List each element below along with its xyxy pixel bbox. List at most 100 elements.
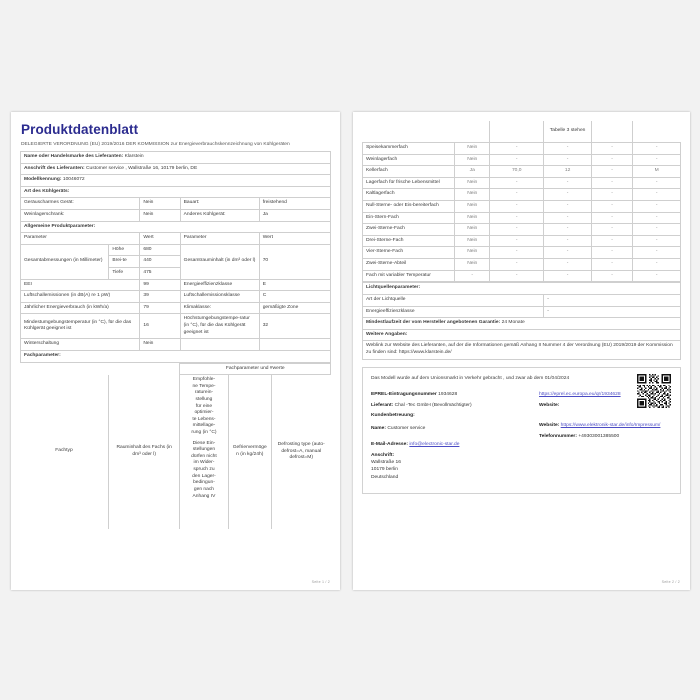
- page-footer-2: Seite 2 / 2: [661, 580, 680, 584]
- table-row: Ein-Stern-Fach Nein - - - -: [361, 211, 681, 225]
- compartment-present: Nein: [454, 188, 491, 202]
- supplier-table: Name oder Handelsmarke des Lieferanten: …: [19, 150, 332, 363]
- row-label-2: [179, 338, 260, 351]
- supplier-name-cell: Name oder Handelsmarke des Lieferanten: …: [20, 150, 331, 164]
- table-row: Brei-te 440: [21, 255, 331, 269]
- website-label-1: Website:: [539, 402, 560, 408]
- address-line-3: Deutschland: [371, 474, 399, 480]
- address-heading: Anschrift:: [371, 452, 395, 458]
- row-label-2: Höchstumgebungstempe-ratur (in °C), für …: [179, 313, 260, 340]
- eprel-value: 1934628: [438, 392, 458, 398]
- compartment-volume: -: [489, 142, 545, 155]
- website-value-2[interactable]: https://www.elektronik-star.de/info/Impr…: [560, 423, 661, 429]
- dimension-depth-value: 475: [139, 267, 181, 280]
- compartment-present: Nein: [454, 200, 491, 213]
- compartment-group-header: Fachparameter und #werte: [179, 362, 331, 376]
- row-label: Winterschaltung: [19, 338, 141, 351]
- table-row: Kellerfach Ja 70,0 12 - M: [361, 165, 681, 178]
- support-name-value: Customer service: [387, 425, 426, 431]
- warranty-label: Mindestlaufzeit der vom Hersteller angeb…: [366, 320, 501, 326]
- compartment-present: Nein: [454, 153, 491, 167]
- table-row: Zwei-Sterne-Fach Nein - - - -: [361, 223, 681, 236]
- row-label: Weinlagerschrank:: [19, 209, 141, 222]
- compartment-temp: -: [543, 246, 592, 260]
- compartments-table: Tabelle 3 stehen Speisekammerfach Nein -…: [361, 121, 681, 283]
- compartment-name: Vier-Sterne-Fach: [361, 246, 456, 260]
- compartment-volume: -: [489, 223, 545, 236]
- eprel-row: EPREL-Eintragungsnummer 1934628: [371, 391, 539, 398]
- table-row: Drei-Sterne-Fach Nein - - - -: [361, 234, 681, 248]
- support-email-value[interactable]: info@electronic-star.de: [409, 441, 460, 447]
- compartment-name: Zwei-Sterne-Fach: [361, 223, 456, 236]
- table-row: Speisekammerfach Nein - - - -: [361, 142, 681, 155]
- website-row-2: Website: https://www.elektronik-star.de/…: [539, 422, 672, 429]
- supplier-row: Lieferant: Chal -Tec GmbH (Bevollmächtig…: [371, 402, 539, 409]
- dimension-height-label: Höhe: [108, 243, 141, 257]
- compartment-temp: -: [543, 223, 592, 236]
- compartment-freezing: -: [590, 153, 634, 167]
- phone-label: Telefonnummer:: [539, 434, 577, 439]
- compartment-freezing: -: [590, 200, 634, 213]
- table-row: Zwei-Sterne-Abteil Nein - - - -: [361, 258, 681, 271]
- compartment-params-table: Fachparameter und #werte Fachtyp Rauminh…: [20, 362, 331, 529]
- compartment-defrost: -: [632, 211, 681, 225]
- weblink-url[interactable]: https://www.klarstein.de/: [398, 349, 452, 355]
- general-params-heading: Allgemeine Produktparameter:: [20, 220, 331, 234]
- row-label-2: Anderes Kühlgerät:: [179, 209, 260, 222]
- col-header-value-2: Wert: [258, 232, 332, 245]
- compartment-present: Ja: [454, 165, 491, 178]
- website-row-1: Website:: [539, 402, 672, 409]
- compartment-defrost: M: [632, 165, 681, 178]
- light-source-table: Lichtquellenparameter: Art der Lichtquel…: [361, 282, 681, 360]
- compartment-name: Kaltlagerfach: [361, 188, 456, 202]
- row-value-2: E: [258, 278, 332, 292]
- compartment-freezing: -: [590, 223, 634, 236]
- row-value: Nein: [139, 338, 181, 351]
- compartment-temp: -: [543, 234, 592, 248]
- regulation-subtitle: DELEGIERTE VERORDNUNG (EU) 2019/2016 DER…: [21, 141, 290, 147]
- market-intro-text: Das Modell wurde auf dem Unionsmarkt in …: [371, 375, 570, 381]
- compartment-defrost: -: [632, 246, 681, 260]
- support-address-block: Anschrift: Wallstraße 16 10179 berlin De…: [371, 452, 539, 481]
- row-value-2: 32: [258, 313, 332, 340]
- compartment-temp: -: [543, 153, 592, 167]
- compartment-freezing: -: [590, 165, 634, 178]
- col-header-freezing-capacity: Gefriervermögen (in kg/24h): [227, 374, 272, 529]
- compartment-temp: -: [543, 188, 592, 202]
- col-header-temp-setting: Empfohle- ne Tempe- raturein- stellung f…: [179, 374, 229, 529]
- address-line-2: 10179 berlin: [371, 467, 398, 473]
- row-value-2: gemäßigte Zone: [258, 301, 332, 315]
- support-name-label: Name:: [371, 425, 386, 431]
- eprel-url[interactable]: https://eprel.ec.europa.eu/qr/1934628: [539, 392, 621, 398]
- table-header-row: Fachparameter und #werte: [20, 362, 331, 376]
- table-row: Mindestlaufzeit der vom Hersteller angeb…: [362, 317, 681, 330]
- compartment-name: Kellerfach: [361, 165, 456, 178]
- compartment-name: Drei-Sterne-Fach: [361, 234, 456, 248]
- table-row: Anschrift des Lieferanten: Customer serv…: [20, 162, 331, 176]
- compartment-defrost: -: [632, 176, 681, 190]
- supplier-label: Lieferant:: [371, 402, 394, 408]
- dimensions-label: Gesamtabmessungen (in Millimeter): [19, 243, 110, 280]
- compartment-volume: -: [489, 258, 545, 271]
- row-value: Nein: [139, 197, 181, 210]
- page-footer-1: Seite 1 / 2: [311, 580, 330, 584]
- row-value-2: Ja: [258, 209, 332, 222]
- table-row: Modellkennung: 10046072: [20, 174, 331, 187]
- compartment-defrost: -: [632, 258, 681, 271]
- compartment-freezing: -: [590, 176, 634, 190]
- table-row: Jährlicher Energieverbrauch (in kWh/a) 7…: [19, 301, 332, 315]
- compartment-name: Ein-Stern-Fach: [361, 211, 456, 225]
- warranty-cell: Mindestlaufzeit der vom Hersteller angeb…: [362, 317, 681, 330]
- market-details-grid: EPREL-Eintragungsnummer 1934628 Lieferan…: [371, 391, 672, 484]
- support-email-row: E-Mail-Adresse: info@electronic-star.de: [371, 441, 539, 448]
- compartment-present: Nein: [454, 234, 491, 248]
- compartment-volume: -: [489, 211, 545, 225]
- supplier-address-value: Customer service , Wallstraße 16, 10179 …: [85, 165, 198, 171]
- compartment-freezing: -: [590, 258, 634, 271]
- table-row: Luftschallemissionen (in dB(A) re 1 pW) …: [19, 290, 332, 303]
- compartment-defrost: -: [632, 188, 681, 202]
- row-label: Luftschallemissionen (in dB(A) re 1 pW): [19, 290, 141, 303]
- support-email-label: E-Mail-Adresse:: [371, 441, 408, 447]
- compartment-present: Nein: [454, 223, 491, 236]
- compartment-present: Nein: [454, 211, 491, 225]
